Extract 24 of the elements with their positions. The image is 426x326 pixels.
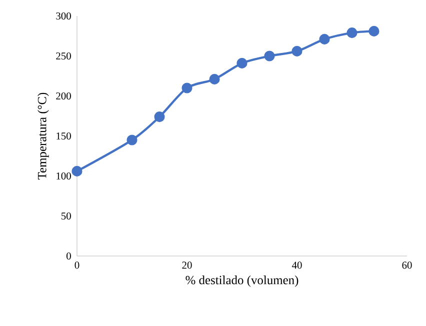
point	[209, 74, 220, 84]
point	[292, 46, 302, 56]
y-tick-label: 300	[56, 12, 71, 20]
y-tick-label: 150	[56, 132, 71, 140]
point	[368, 26, 380, 36]
x-tick-label: 20	[182, 262, 192, 269]
x-tick-label: 40	[292, 262, 302, 269]
y-tick-label: 0	[66, 252, 71, 260]
point	[264, 50, 275, 62]
point	[126, 134, 138, 146]
y-tick-label: 100	[56, 172, 71, 180]
y-tick-label: 50	[62, 212, 71, 220]
point	[182, 82, 192, 94]
point	[72, 166, 82, 176]
x-tick-label: 0	[74, 262, 80, 269]
point	[346, 28, 358, 38]
point	[154, 112, 165, 122]
y-tick-label: 200	[56, 92, 71, 100]
y-tick-label: 250	[56, 52, 71, 60]
x-axis-title: % destilado (volumen)	[186, 276, 298, 287]
point	[236, 58, 248, 68]
x-tick-label: 60	[402, 262, 412, 269]
y-axis-title: Temperatura (°C)	[38, 92, 49, 180]
point	[319, 34, 330, 44]
